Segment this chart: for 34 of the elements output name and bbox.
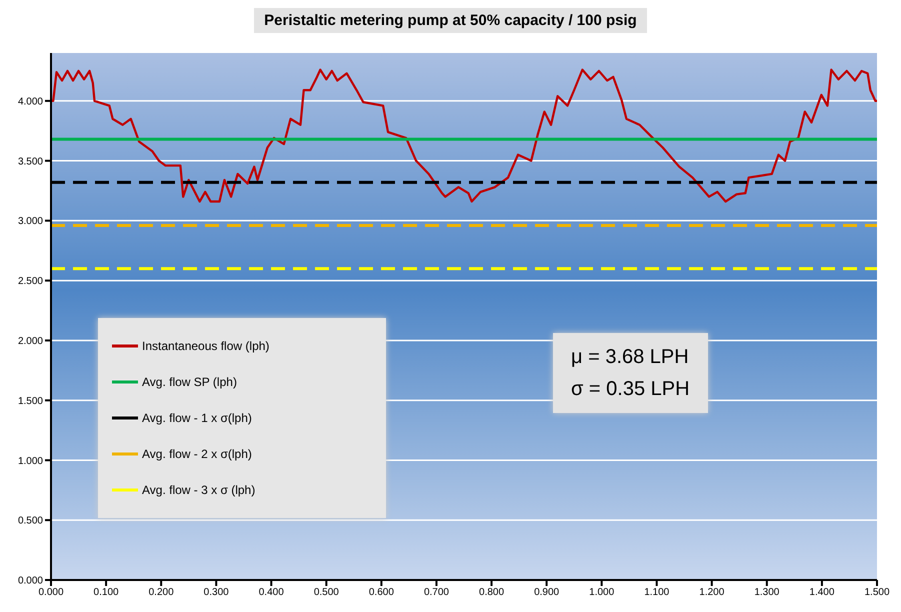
legend-label: Avg. flow SP (lph) (142, 375, 237, 389)
x-tick-label: 1.200 (699, 587, 725, 598)
annotation: σ = 0.35 LPH (571, 377, 690, 402)
legend-label: Avg. flow - 2 x σ(lph) (142, 447, 252, 461)
chart-title: Peristaltic metering pump at 50% capacity / 100 psig (254, 8, 647, 33)
y-tick-label: 3.000 (18, 216, 44, 228)
y-tick-label: 0.500 (18, 516, 44, 527)
y-tick-label: 0.000 (18, 576, 44, 587)
x-tick-label: 0.700 (424, 587, 450, 598)
y-tick-label: 2.500 (18, 276, 44, 288)
x-tick-label: 0.900 (534, 587, 560, 598)
line-series (51, 68, 877, 203)
y-tick-label: 4.000 (18, 96, 44, 108)
x-tick-label: 0.000 (38, 587, 64, 598)
x-tick-label: 1.500 (864, 587, 890, 598)
legend-label: Avg. flow - 1 x σ(lph) (142, 411, 252, 425)
y-tick-label: 3.500 (18, 156, 44, 168)
legend-label: Avg. flow - 3 x σ (lph) (142, 483, 256, 497)
x-tick-label: 1.400 (809, 587, 835, 598)
x-tick-label: 0.600 (368, 587, 394, 598)
y-tick-label: 1.000 (18, 456, 44, 467)
x-tick-label: 1.000 (589, 587, 615, 598)
x-tick-label: 0.800 (479, 587, 504, 598)
x-tick-label: 0.500 (314, 587, 340, 598)
y-tick-label: 1.500 (18, 396, 44, 407)
x-tick-label: 1.300 (754, 587, 780, 598)
annotation: μ = 3.68 LPH (571, 345, 690, 370)
x-tick-label: 1.100 (644, 587, 670, 598)
legend-label: Instantaneous flow (lph) (142, 339, 270, 353)
x-tick-label: 0.200 (148, 587, 174, 598)
x-tick-label: 0.400 (258, 587, 284, 598)
x-tick-label: 0.100 (94, 587, 120, 598)
x-tick-label: 0.300 (204, 587, 230, 598)
y-tick-label: 2.000 (18, 336, 44, 348)
